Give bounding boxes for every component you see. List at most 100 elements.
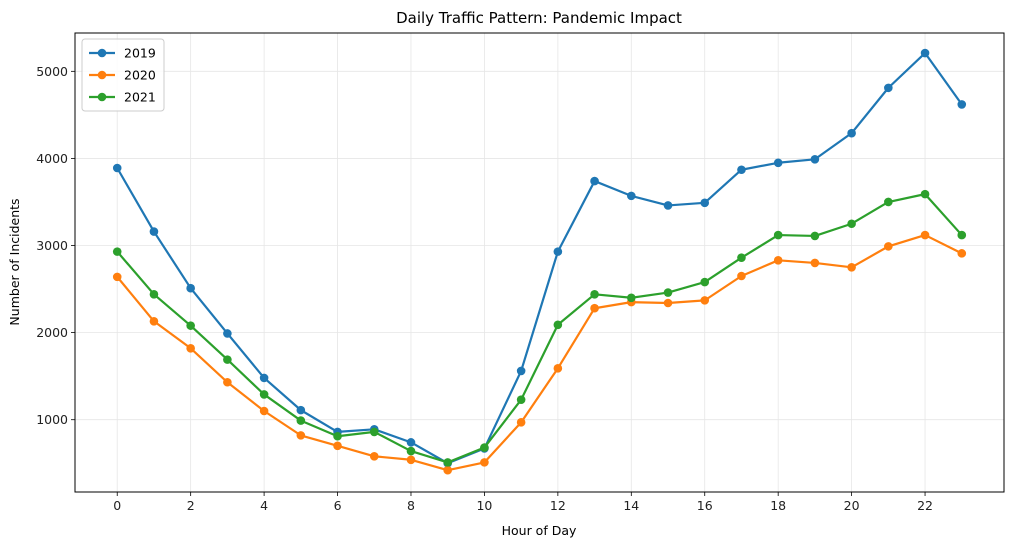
data-point-2019 xyxy=(223,329,232,338)
x-tick-label: 4 xyxy=(260,498,268,513)
data-point-2021 xyxy=(443,458,453,467)
data-point-2020 xyxy=(296,431,306,440)
data-point-2021 xyxy=(223,355,232,364)
y-tick-label: 1000 xyxy=(36,412,68,427)
data-point-2021 xyxy=(920,189,930,199)
data-point-2020 xyxy=(884,242,893,251)
x-tick-label: 10 xyxy=(476,498,492,513)
data-point-2021 xyxy=(847,219,856,229)
data-point-2021 xyxy=(149,289,159,299)
data-point-2019 xyxy=(700,198,710,208)
data-point-2020 xyxy=(957,249,967,258)
x-tick-label: 8 xyxy=(407,498,415,513)
data-point-2021 xyxy=(186,321,195,330)
y-axis-ticks: 1000 2000 3000 4000 5000 xyxy=(36,64,75,427)
data-point-2021 xyxy=(590,289,599,299)
series-line-2021 xyxy=(116,193,963,464)
x-tick-label: 14 xyxy=(623,498,639,513)
data-point-2019 xyxy=(296,405,306,415)
x-tick-label: 22 xyxy=(917,498,933,513)
data-point-2019 xyxy=(957,100,967,109)
series-2021 xyxy=(112,189,967,467)
data-point-2021 xyxy=(296,416,306,425)
legend-label: 2020 xyxy=(124,68,156,83)
x-tick-label: 12 xyxy=(550,498,566,513)
data-point-2020 xyxy=(516,418,526,427)
legend-item-2019: 2019 xyxy=(89,46,156,61)
data-point-2021 xyxy=(663,288,673,297)
data-point-2020 xyxy=(223,377,232,387)
data-point-2019 xyxy=(847,128,856,138)
data-point-2021 xyxy=(737,253,746,263)
legend-marker xyxy=(97,48,107,58)
data-point-2019 xyxy=(553,247,563,256)
x-axis-ticks: 0 2 4 6 8 10 12 14 16 18 20 22 xyxy=(113,492,933,513)
data-point-2019 xyxy=(259,373,269,383)
data-point-2020 xyxy=(920,230,930,240)
data-point-2019 xyxy=(810,154,820,164)
series-2019 xyxy=(112,48,967,468)
x-tick-label: 20 xyxy=(844,498,860,513)
data-point-2020 xyxy=(443,465,453,475)
y-tick-label: 2000 xyxy=(36,325,68,340)
data-point-2020 xyxy=(112,272,122,282)
data-point-2019 xyxy=(737,165,746,175)
series-line-2020 xyxy=(116,233,963,472)
x-tick-label: 18 xyxy=(770,498,786,513)
plot-frame xyxy=(74,32,1005,493)
data-point-2021 xyxy=(773,230,783,240)
data-point-2019 xyxy=(149,227,159,236)
legend-marker xyxy=(97,70,107,80)
x-axis-label: Hour of Day xyxy=(502,523,577,538)
data-point-2020 xyxy=(186,343,195,353)
data-point-2019 xyxy=(516,366,526,376)
data-point-2021 xyxy=(957,230,967,240)
series-line-2019 xyxy=(116,51,963,465)
data-point-2021 xyxy=(480,443,489,452)
data-point-2021 xyxy=(333,431,342,441)
legend-item-2021: 2021 xyxy=(89,90,156,105)
data-point-2020 xyxy=(553,364,563,373)
data-point-2020 xyxy=(590,303,599,313)
data-point-2019 xyxy=(626,191,636,201)
data-point-2021 xyxy=(369,427,379,437)
y-tick-label: 3000 xyxy=(36,238,68,253)
x-tick-label: 0 xyxy=(113,498,121,513)
legend-item-2020: 2020 xyxy=(89,68,156,83)
data-point-2019 xyxy=(186,283,195,293)
y-tick-label: 5000 xyxy=(36,64,68,79)
data-point-2020 xyxy=(259,406,269,416)
data-point-2020 xyxy=(663,298,673,308)
x-tick-label: 2 xyxy=(187,498,195,513)
y-tick-label: 4000 xyxy=(36,151,68,166)
data-point-2020 xyxy=(149,316,159,326)
data-point-2021 xyxy=(884,197,893,207)
data-point-2021 xyxy=(810,231,820,241)
data-point-2019 xyxy=(590,176,599,186)
data-point-2019 xyxy=(773,158,783,168)
x-tick-label: 16 xyxy=(697,498,713,513)
legend-label: 2021 xyxy=(124,90,156,105)
data-point-2019 xyxy=(406,438,416,447)
data-point-2021 xyxy=(112,247,122,256)
legend-label: 2019 xyxy=(124,46,156,61)
grid xyxy=(75,33,1004,492)
data-point-2021 xyxy=(553,320,563,330)
data-point-2020 xyxy=(773,256,783,265)
data-point-2020 xyxy=(847,262,856,272)
data-point-2019 xyxy=(884,83,893,93)
data-point-2019 xyxy=(920,48,930,58)
data-point-2020 xyxy=(406,455,416,465)
data-point-2019 xyxy=(663,201,673,210)
data-point-2021 xyxy=(406,446,416,456)
data-point-2021 xyxy=(516,395,526,404)
data-point-2020 xyxy=(810,258,820,268)
data-point-2021 xyxy=(700,277,710,287)
data-point-2021 xyxy=(626,293,636,303)
data-point-2020 xyxy=(737,271,746,281)
x-tick-label: 6 xyxy=(334,498,342,513)
legend-marker xyxy=(97,92,107,102)
data-point-2020 xyxy=(480,458,489,467)
data-point-2019 xyxy=(112,163,122,173)
